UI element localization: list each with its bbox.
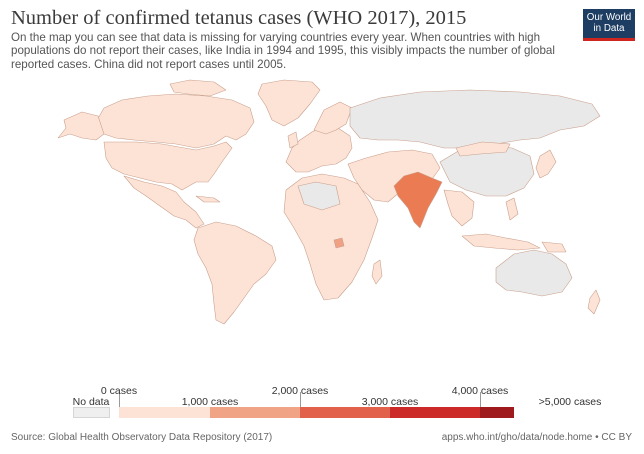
southeast-asia-shape — [443, 189, 475, 227]
usa-shape — [103, 141, 233, 191]
indonesia-shape — [461, 233, 541, 251]
europe-shape — [285, 125, 353, 173]
scandinavia-shape — [313, 101, 353, 135]
map-legend: No data 0 cases 1,000 cases 2,000 cases … — [0, 380, 644, 425]
logo-line-2: in Data — [593, 22, 625, 34]
south-america-shape — [193, 221, 277, 325]
legend-swatch-4 — [480, 407, 514, 418]
legend-tick-2 — [480, 392, 481, 407]
arctic-islands-shape — [169, 79, 227, 97]
legend-no-data-label: No data — [72, 396, 110, 408]
legend-tick-1 — [300, 392, 301, 407]
world-map — [57, 79, 601, 325]
owid-logo[interactable]: Our World in Data — [583, 9, 635, 41]
sahara-no-data-shape — [297, 181, 341, 211]
new-zealand-shape — [587, 289, 601, 315]
uk-shape — [287, 131, 299, 149]
caribbean-shape — [195, 195, 221, 203]
legend-swatch-2 — [300, 407, 390, 418]
legend-label-4000-cases: 4,000 cases — [451, 385, 509, 397]
madagascar-shape — [371, 259, 383, 285]
alaska-shape — [57, 111, 105, 141]
legend-label-2000-cases: 2,000 cases — [271, 385, 329, 397]
source-url[interactable]: apps.who.int/gho/data/node.home • CC BY — [441, 432, 632, 443]
map-land — [57, 79, 601, 325]
legend-no-data-swatch — [73, 407, 110, 418]
logo-line-1: Our World — [586, 12, 632, 23]
chart-subtitle: On the map you can see that data is miss… — [11, 31, 555, 71]
legend-swatch-0 — [119, 407, 210, 418]
legend-label-3000-cases: 3,000 cases — [361, 396, 419, 408]
legend-label-5000-cases: >5,000 cases — [538, 396, 602, 408]
mexico-shape — [123, 175, 205, 229]
source-note: Source: Global Health Observatory Data R… — [11, 432, 273, 443]
legend-swatch-3 — [390, 407, 480, 418]
russia-shape — [349, 89, 601, 149]
greenland-shape — [257, 79, 321, 127]
canada-shape — [95, 93, 255, 149]
png-shape — [541, 241, 567, 253]
philippines-shape — [505, 197, 519, 221]
legend-swatch-1 — [210, 407, 300, 418]
india-shape — [393, 171, 443, 229]
mongolia-shape — [455, 141, 511, 157]
africa-shape — [283, 173, 379, 301]
legend-tick-0 — [119, 392, 120, 407]
japan-shape — [535, 149, 557, 179]
australia-shape — [495, 249, 573, 297]
legend-label-0-cases: 0 cases — [100, 385, 138, 397]
uganda-shape — [333, 237, 345, 249]
legend-label-1000-cases: 1,000 cases — [181, 396, 239, 408]
chart-title: Number of confirmed tetanus cases (WHO 2… — [11, 7, 467, 29]
